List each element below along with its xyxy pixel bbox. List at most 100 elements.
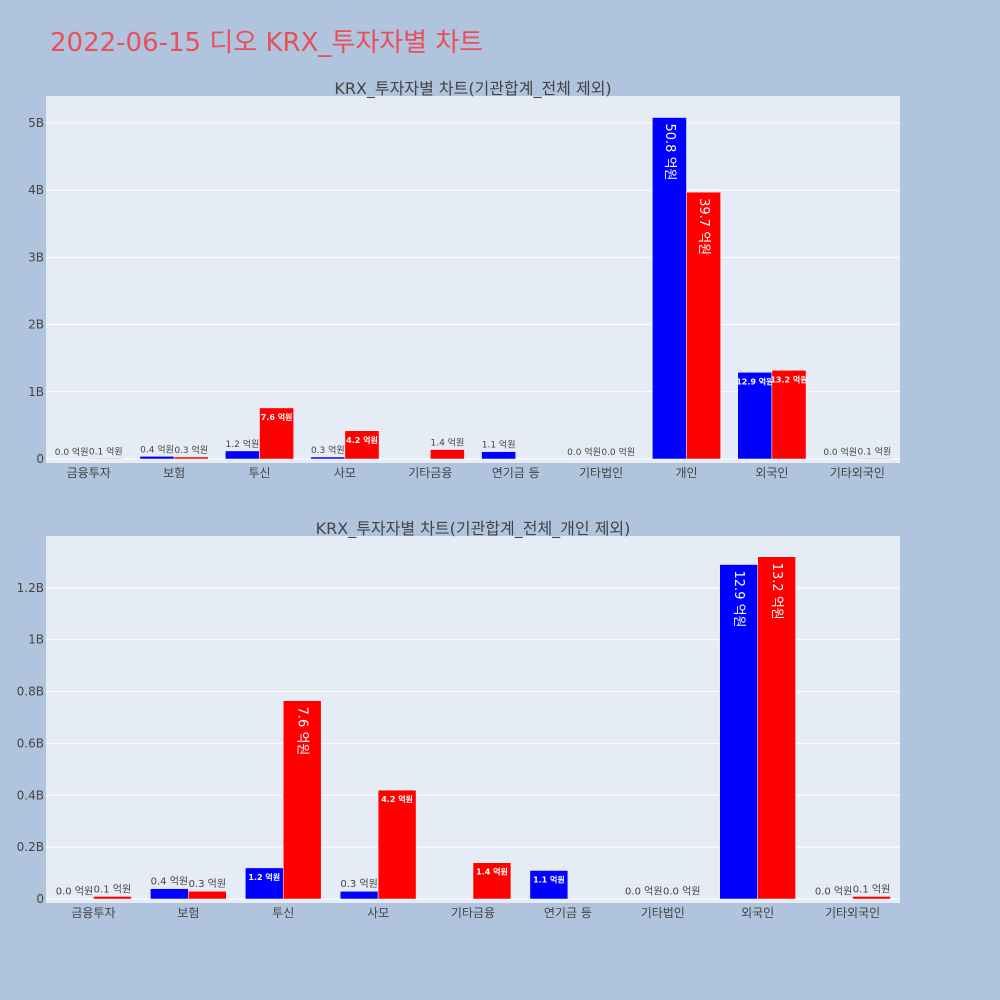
- bar-value-label: 0.1 억원: [858, 445, 892, 457]
- x-tick-label: 기타법인: [579, 466, 623, 480]
- bar: [88, 458, 124, 460]
- bar: [55, 898, 94, 900]
- bar: [310, 456, 346, 460]
- bar-value-label: 0.0 억원: [55, 446, 89, 458]
- bar-value-label: 0.0 억원: [601, 446, 635, 458]
- bar: [757, 556, 796, 900]
- page-title: 2022-06-15 디오 KRX_투자자별 차트: [50, 28, 484, 58]
- bar: [377, 789, 417, 900]
- chart-title: KRX_투자자별 차트(기관합계_전체 제외): [334, 79, 611, 99]
- y-tick-label: 1B: [28, 385, 44, 399]
- bar-value-label: 12.9 억원: [736, 376, 773, 386]
- chart-title: KRX_투자자별 차트(기관합계_전체_개인 제외): [316, 519, 631, 539]
- bar-value-label: 0.4 억원: [140, 443, 174, 455]
- y-tick-label: 0.6B: [17, 736, 44, 750]
- y-tick-label: 0.4B: [17, 788, 44, 802]
- x-tick-label: 사모: [367, 906, 389, 920]
- bar: [686, 191, 721, 460]
- bar-value-label: 7.6 억원: [295, 707, 310, 756]
- bar-value-label: 0.3 억원: [174, 444, 208, 456]
- bar-value-label: 0.3 억원: [340, 878, 377, 890]
- y-tick-label: 5B: [28, 116, 44, 130]
- x-tick-label: 연기금 등: [492, 466, 540, 480]
- bar-value-label: 13.2 억원: [770, 374, 807, 384]
- bar-value-label: 0.0 억원: [815, 885, 852, 897]
- bar: [814, 898, 853, 900]
- x-tick-label: 기타금융: [408, 466, 452, 480]
- y-tick-label: 1B: [28, 633, 44, 647]
- y-tick-label: 4B: [28, 183, 44, 197]
- bar-value-label: 0.0 억원: [56, 885, 93, 897]
- bar: [173, 456, 209, 460]
- bar: [339, 890, 379, 900]
- bar-value-label: 0.1 억원: [94, 883, 131, 895]
- bar-value-label: 1.1 억원: [482, 439, 516, 451]
- bar: [93, 896, 132, 900]
- y-tick-label: 2B: [28, 318, 44, 332]
- x-tick-label: 개인: [675, 466, 697, 480]
- bar-value-label: 0.4 억원: [151, 876, 188, 888]
- bar: [188, 890, 227, 900]
- bar-value-label: 1.1 억원: [533, 874, 565, 884]
- bar: [857, 458, 892, 460]
- bar: [259, 407, 294, 460]
- x-tick-label: 외국인: [755, 466, 788, 480]
- bar: [737, 372, 773, 460]
- bar-value-label: 0.1 억원: [853, 883, 890, 895]
- bar: [771, 370, 807, 460]
- x-tick-label: 사모: [334, 466, 356, 480]
- bar-value-label: 7.6 억원: [261, 412, 293, 422]
- bar-value-label: 39.7 억원: [696, 198, 711, 255]
- bar-value-label: 1.2 억원: [248, 872, 280, 882]
- bar-value-label: 0.0 억원: [823, 446, 857, 458]
- bar-value-label: 13.2 억원: [769, 563, 784, 620]
- bar: [481, 451, 516, 460]
- x-tick-label: 기타외국인: [830, 466, 885, 480]
- y-tick-label: 1.2B: [17, 581, 44, 595]
- y-tick-label: 0: [36, 892, 44, 906]
- bar: [225, 450, 260, 460]
- y-tick-label: 0.8B: [17, 685, 44, 699]
- x-tick-label: 기타금융: [451, 906, 495, 920]
- bar: [472, 862, 512, 900]
- chart-1: KRX_투자자별 차트(기관합계_전체 제외) 0 1B 2B 3B 4B 5B 금융투자 0.…: [28, 79, 900, 480]
- bar: [529, 870, 569, 900]
- bar-value-label: 0.0 억원: [567, 446, 601, 458]
- bar-value-label: 4.2 억원: [381, 794, 413, 804]
- bar-value-label: 0.0 억원: [663, 885, 700, 897]
- chart-2: KRX_투자자별 차트(기관합계_전체_개인 제외) 0 0.2B 0.4B 0.6B 0…: [17, 519, 900, 920]
- bar-value-label: 1.4 억원: [431, 437, 465, 449]
- bar: [430, 449, 465, 460]
- bar: [150, 888, 189, 900]
- bar: [624, 898, 664, 900]
- y-tick-label: 3B: [28, 250, 44, 264]
- bar-value-label: 4.2 억원: [346, 435, 378, 445]
- x-tick-label: 연기금 등: [544, 906, 592, 920]
- x-tick-label: 보험: [163, 466, 185, 480]
- bar: [344, 430, 380, 460]
- x-tick-label: 투신: [248, 466, 270, 480]
- x-tick-label: 기타법인: [641, 906, 685, 920]
- x-tick-label: 외국인: [741, 906, 774, 920]
- x-tick-label: 투신: [272, 906, 294, 920]
- bar: [282, 700, 322, 900]
- bar: [139, 456, 175, 460]
- bar-value-label: 0.0 억원: [625, 885, 662, 897]
- bar-value-label: 50.8 억원: [662, 124, 677, 181]
- bar-value-label: 0.3 억원: [311, 444, 345, 456]
- bar: [245, 867, 284, 900]
- x-tick-label: 보험: [177, 906, 199, 920]
- x-tick-label: 기타외국인: [825, 906, 880, 920]
- bar-value-label: 1.2 억원: [226, 438, 260, 450]
- bar: [852, 896, 891, 900]
- bar-value-label: 0.1 억원: [89, 445, 123, 457]
- bar: [662, 898, 701, 900]
- x-tick-label: 금융투자: [71, 906, 115, 920]
- bar-value-label: 12.9 억원: [731, 571, 746, 628]
- bar-value-label: 1.4 억원: [476, 867, 508, 877]
- bar-value-label: 0.3 억원: [189, 878, 226, 890]
- x-tick-label: 금융투자: [67, 466, 111, 480]
- y-tick-label: 0: [36, 452, 44, 466]
- y-tick-label: 0.2B: [17, 840, 44, 854]
- bar: [652, 117, 687, 460]
